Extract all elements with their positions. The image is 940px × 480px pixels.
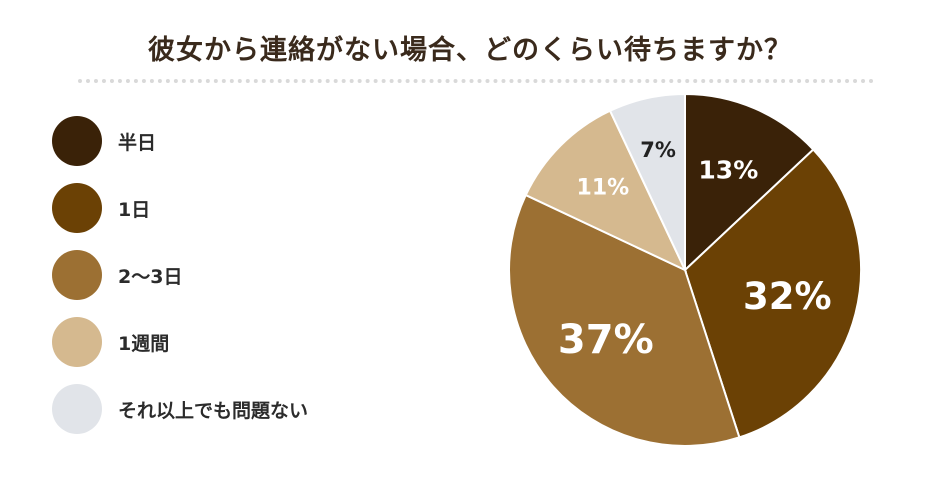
slice-label: 11% [577,175,630,200]
legend-swatch [52,317,102,367]
pie-slice [524,109,688,273]
legend-label: 1日 [118,198,151,221]
legend-label: それ以上でも問題ない [118,399,309,422]
legend-swatch [52,183,102,233]
legend-item: 2〜3日 [52,250,308,300]
slice-label: 37% [558,317,654,363]
legend-item: 1日 [52,183,308,233]
pie-slice [683,148,862,439]
legend-swatch [52,250,102,300]
pie-slice [608,92,686,271]
legend-item: 1週間 [52,317,308,367]
pie-slice [508,193,741,447]
slice-label: 7% [640,138,676,162]
slice-label: 13% [698,155,758,184]
chart-title: 彼女から連絡がない場合、どのくらい待ちますか？ [148,35,792,66]
legend-label: 1週間 [118,332,170,355]
legend-item: それ以上でも問題ない [52,384,308,434]
pie-chart: 13% 32% 37% 11% 7% [508,92,862,447]
legend-swatch [52,116,102,166]
slice-label: 32% [743,275,832,318]
legend-label: 2〜3日 [118,265,183,288]
legend: 半日 1日 2〜3日 1週間それ以上でも問題ない [52,116,308,451]
legend-label: 半日 [118,131,157,154]
title-divider [78,79,874,83]
legend-item: 半日 [52,116,308,166]
legend-swatch [52,384,102,434]
pie-slice [684,92,815,273]
